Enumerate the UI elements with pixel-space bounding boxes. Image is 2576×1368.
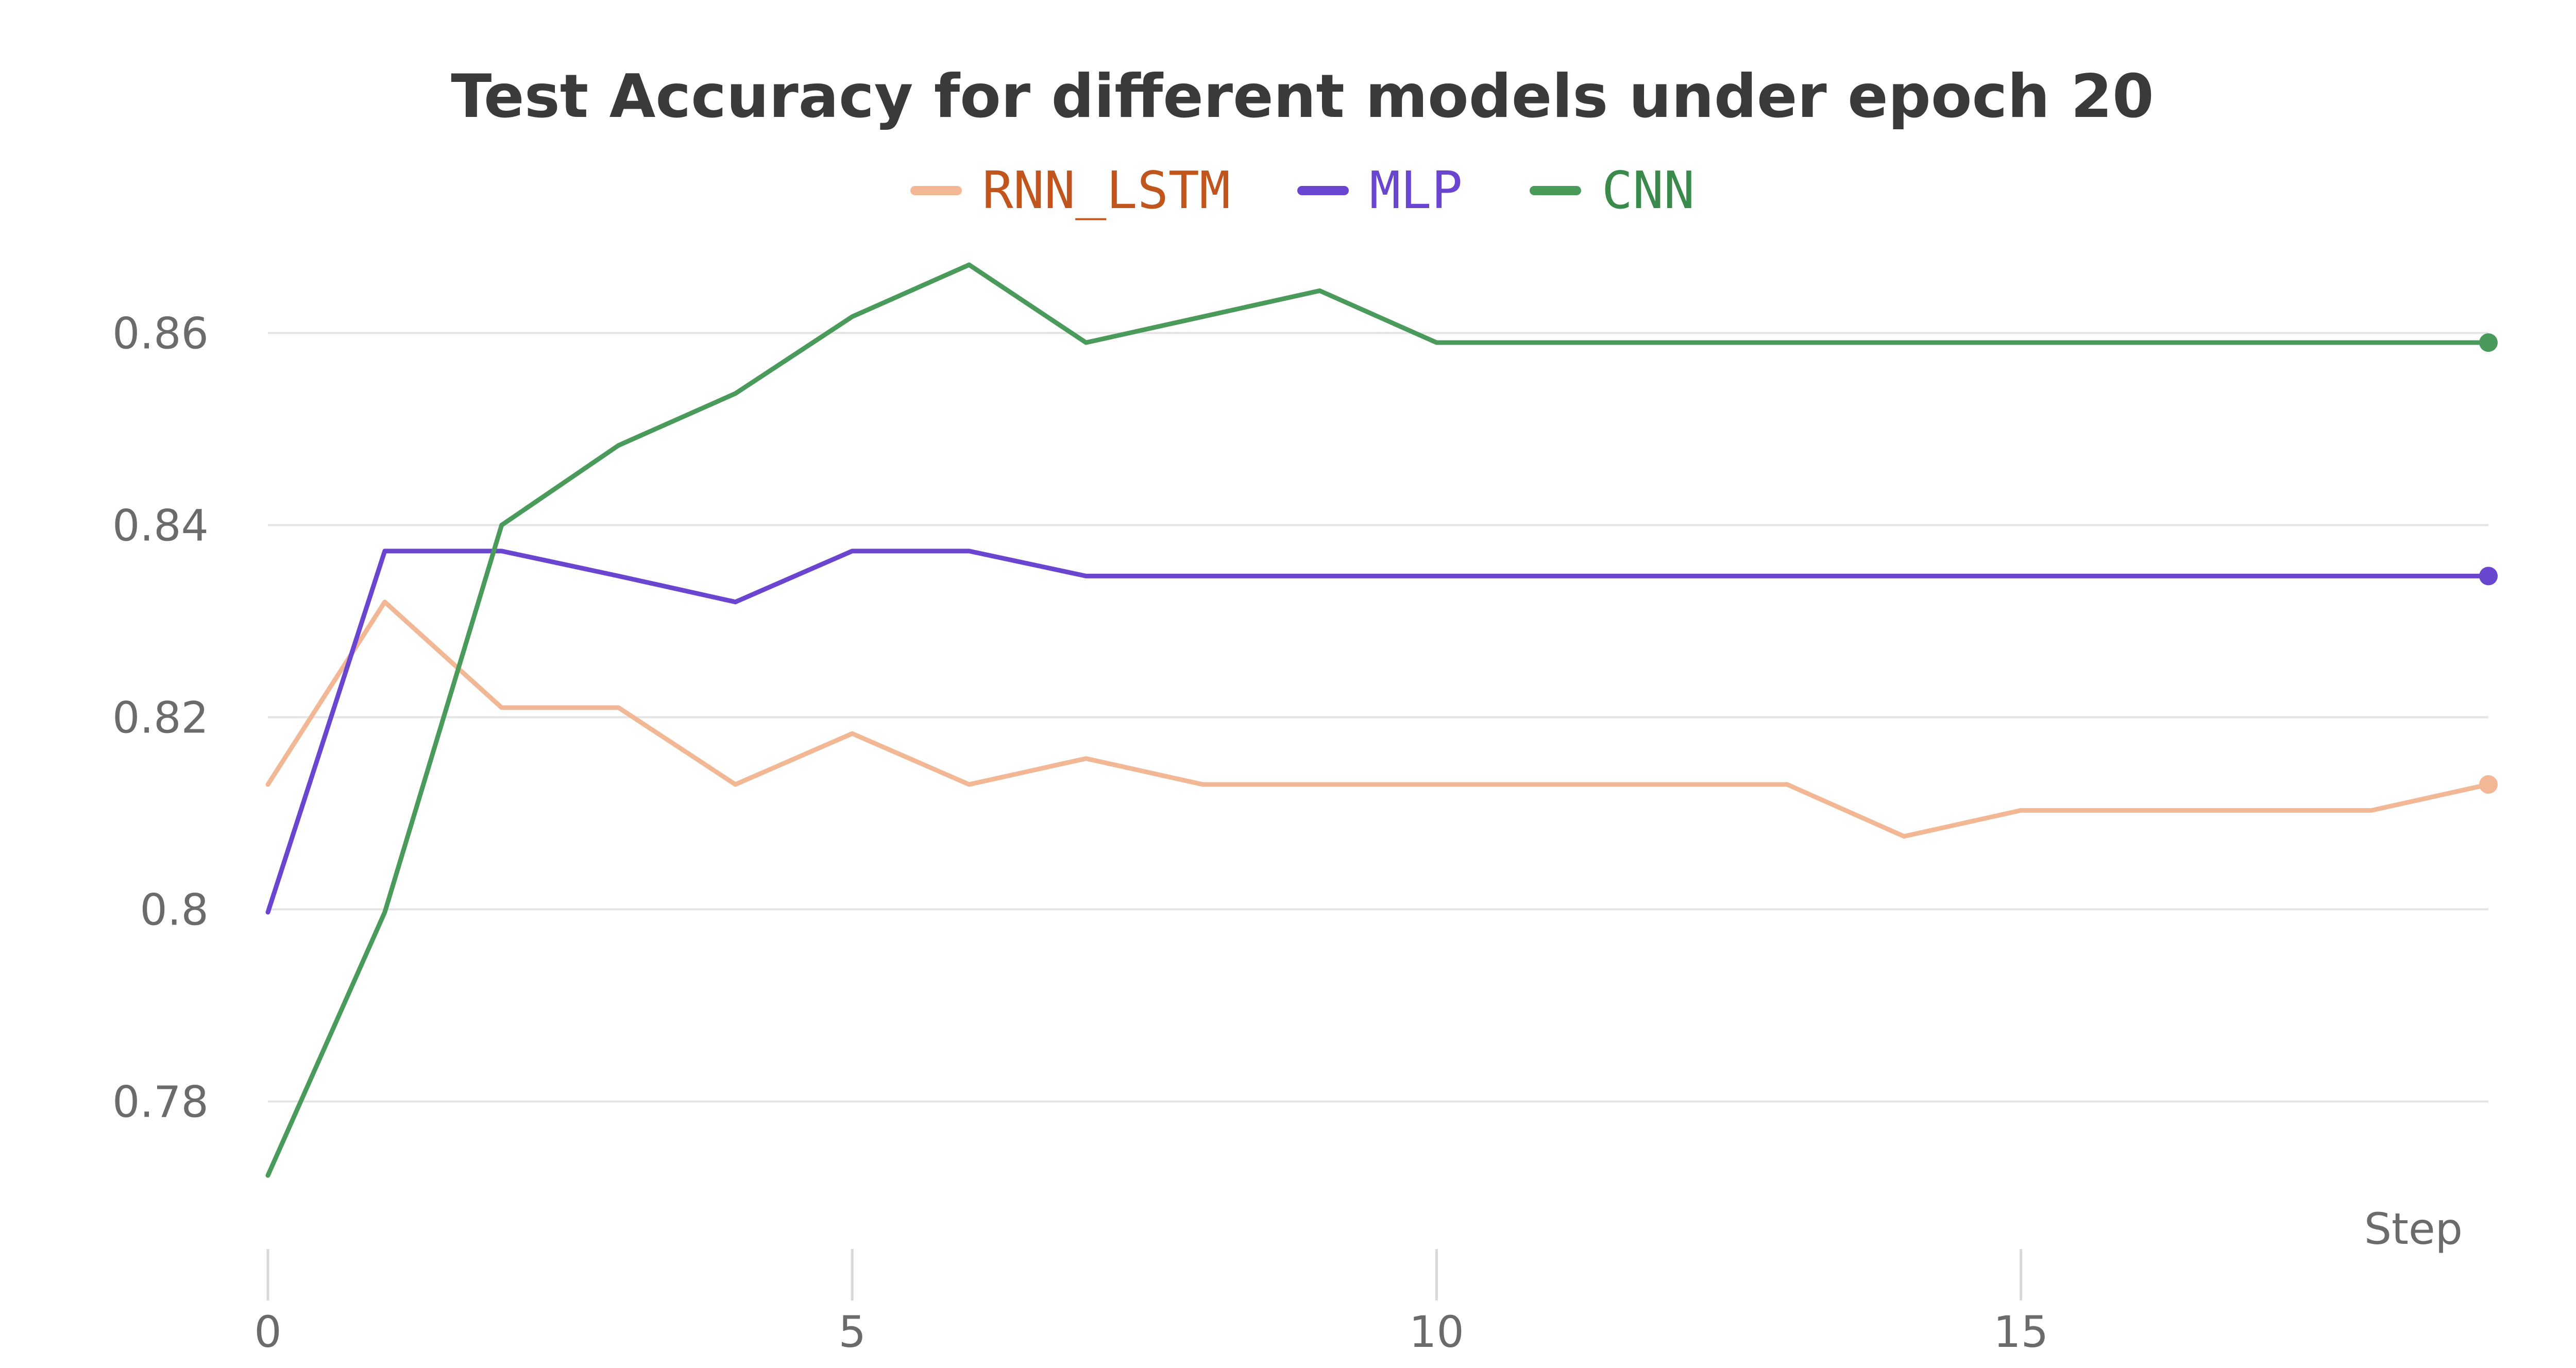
series-line-mlp bbox=[265, 549, 2491, 915]
y-tick-label: 0.86 bbox=[112, 309, 209, 359]
legend-item-rnn-lstm[interactable]: RNN_LSTM bbox=[910, 160, 1231, 220]
series-layer bbox=[265, 262, 2498, 1178]
y-tick-label: 0.82 bbox=[112, 693, 209, 743]
legend-swatch-cnn bbox=[1529, 186, 1581, 195]
legend-swatch-mlp bbox=[1297, 186, 1349, 195]
x-tick-label: 0 bbox=[254, 1307, 281, 1357]
chart-title: Test Accuracy for different models under… bbox=[451, 62, 2154, 131]
legend: RNN_LSTM MLP CNN bbox=[0, 165, 2576, 216]
y-tick-label: 0.78 bbox=[112, 1077, 209, 1127]
series-endpoint-mlp bbox=[2479, 567, 2498, 586]
axis-layer: 0.78 0.8 0.82 0.84 0.86 0 5 10 15 bbox=[112, 309, 2048, 1358]
legend-item-mlp[interactable]: MLP bbox=[1297, 165, 1463, 216]
grid-layer bbox=[268, 332, 2488, 1103]
series-endpoint-rnn-lstm bbox=[2479, 775, 2498, 794]
y-tick-label: 0.84 bbox=[112, 501, 209, 551]
series-endpoint-cnn bbox=[2479, 333, 2498, 352]
series-line-cnn bbox=[265, 262, 2491, 1178]
legend-label-rnn-lstm: RNN_LSTM bbox=[982, 160, 1231, 220]
legend-item-cnn[interactable]: CNN bbox=[1529, 160, 1695, 220]
x-axis-label: Step bbox=[2364, 1204, 2463, 1254]
legend-swatch-rnn-lstm bbox=[910, 186, 962, 195]
x-tick-label: 5 bbox=[838, 1307, 866, 1357]
x-tick-label: 10 bbox=[1409, 1307, 1464, 1357]
series-line-rnn-lstm bbox=[265, 600, 2491, 839]
legend-label-cnn: CNN bbox=[1601, 160, 1695, 220]
legend-label-mlp: MLP bbox=[1369, 160, 1463, 220]
x-tick-label: 15 bbox=[1993, 1307, 2048, 1357]
y-tick-label: 0.8 bbox=[140, 885, 209, 935]
